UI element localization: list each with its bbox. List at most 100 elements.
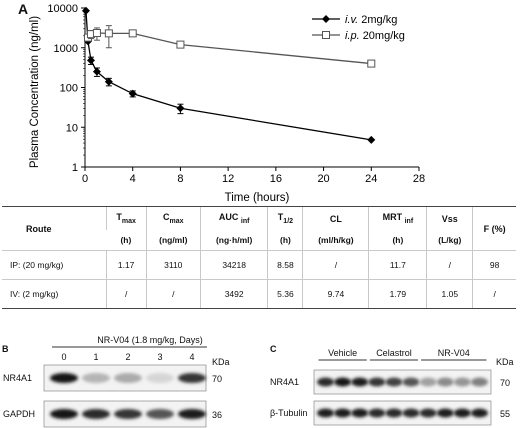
data-point <box>128 89 137 98</box>
blot-band <box>385 408 403 418</box>
blot-band <box>385 377 403 387</box>
cell-vss: 1.05 <box>426 279 473 309</box>
series-iv <box>81 6 376 144</box>
blot-band <box>453 408 471 418</box>
cell-cmax: / <box>145 279 201 309</box>
unit-auc: (ng·h/ml) <box>199 230 268 251</box>
header-vss: Vss <box>426 206 473 230</box>
y-tick-label: 100 <box>60 83 78 95</box>
y-tick-label: 1 <box>72 162 78 174</box>
blot-band <box>351 408 369 418</box>
data-point <box>176 104 185 113</box>
cell-tmax: / <box>105 279 147 309</box>
header-route: Route <box>2 206 107 251</box>
cell-auc: 3492 <box>199 279 268 309</box>
lane-label: 1 <box>93 352 98 362</box>
lane-label: 0 <box>61 352 66 362</box>
chart-axes: 1 10 100 1000 10000 0 4 8 12 16 20 24 28 <box>47 3 425 185</box>
blot-band <box>368 408 386 418</box>
data-point <box>81 6 90 15</box>
unit-thalf: (h) <box>267 230 303 251</box>
blot-row-label: NR4A1 <box>3 373 32 383</box>
x-axis-label: Time (hours) <box>225 192 290 204</box>
x-tick-label: 0 <box>82 173 88 185</box>
data-point <box>367 135 376 144</box>
cell-auc: 34218 <box>199 250 268 280</box>
blot-band <box>334 377 352 387</box>
blot-band <box>368 377 386 387</box>
data-point <box>86 56 95 65</box>
cell-mrt: 11.7 <box>368 250 427 280</box>
pk-parameters-table: Route Tmax Cmax AUC inf T1/2 CL MRT inf … <box>2 206 516 309</box>
chart-marks <box>81 6 376 144</box>
blot-band <box>50 373 78 383</box>
header-cl: CL <box>302 206 369 230</box>
blot-c: Vehicle Celastrol NR-V04 KDa NR4A1 70 β-Tubu… <box>270 348 514 426</box>
x-tick-label: 28 <box>413 173 425 185</box>
unit-tmax: (h) <box>120 235 132 245</box>
blot-kda-value: 70 <box>500 378 510 388</box>
blot-band <box>178 373 206 383</box>
panel-label-a: A <box>18 1 29 17</box>
x-tick-label: 20 <box>317 173 329 185</box>
blot-b-kda-label: KDa <box>212 357 230 367</box>
blot-band <box>114 373 142 383</box>
unit-vss: (L/kg) <box>426 230 473 251</box>
chart-legend: i.v. 2mg/kg i.p. 20mg/kg <box>312 14 405 42</box>
blot-band <box>470 408 488 418</box>
blot-band <box>82 409 110 419</box>
cell-route: IP: (20 mg/kg) <box>2 250 107 280</box>
data-point <box>128 29 137 38</box>
blot-band <box>146 409 174 419</box>
cell-cmax: 3110 <box>145 250 201 280</box>
svg-text:i.p.20mg/kg: i.p. 20mg/kg <box>345 30 405 42</box>
x-tick-label: 4 <box>130 173 136 185</box>
blot-row-label: GAPDH <box>3 409 35 419</box>
blot-band <box>114 409 142 419</box>
western-blots: B C NR-V04 (1.8 mg/kg, Days) 0 1 2 3 4 KDa N… <box>2 335 514 428</box>
y-axis-label: Plasma Concentration (ng/ml) <box>29 16 41 168</box>
blot-band <box>419 377 437 387</box>
blot-row-label: NR4A1 <box>270 377 299 387</box>
y-tick-label: 10000 <box>47 3 78 15</box>
group-label: Celastrol <box>376 348 412 358</box>
cell-cl: / <box>302 250 369 280</box>
header-f: F (%) <box>472 206 516 251</box>
blot-band <box>351 377 369 387</box>
x-tick-label: 12 <box>222 173 234 185</box>
panel-label-c: C <box>270 344 277 354</box>
blot-b: NR-V04 (1.8 mg/kg, Days) 0 1 2 3 4 KDa NR4A1… <box>3 335 230 428</box>
table-row: IV: (2 mg/kg) / / 3492 5.36 9.74 1.79 1.… <box>2 279 516 309</box>
blot-kda-value: 36 <box>212 410 222 420</box>
lane-label: 4 <box>189 352 194 362</box>
header-tmax: Tmax <box>105 206 147 230</box>
legend-iv-marker <box>322 15 330 23</box>
blot-kda-value: 55 <box>500 409 510 419</box>
cell-cl: 9.74 <box>302 279 369 309</box>
legend-ip-marker <box>322 31 330 39</box>
header-cmax: Cmax <box>145 206 201 230</box>
blot-band <box>419 408 437 418</box>
cell-route: IV: (2 mg/kg) <box>2 279 107 309</box>
header-thalf: T1/2 <box>267 206 303 230</box>
data-point <box>104 77 113 86</box>
y-tick-label: 10 <box>66 122 78 134</box>
cell-f: / <box>472 279 516 309</box>
blot-c-kda-label: KDa <box>496 357 514 367</box>
blot-band <box>82 373 110 383</box>
blot-band <box>470 377 488 387</box>
blot-band <box>317 377 335 387</box>
legend-ip-route: i.p. <box>345 30 360 42</box>
lane-label: 3 <box>157 352 162 362</box>
x-tick-label: 16 <box>270 173 282 185</box>
plasma-concentration-chart: 1 10 100 1000 10000 0 4 8 12 16 20 24 28 Plasma Conc… <box>29 3 425 204</box>
blot-b-treatment: NR-V04 (1.8 mg/kg, Days) <box>97 335 203 345</box>
table-row: IP: (20 mg/kg) 1.17 3110 34218 8.58 / 11… <box>2 250 516 280</box>
blot-band <box>402 377 420 387</box>
data-point <box>367 59 376 68</box>
blot-kda-value: 70 <box>212 374 222 384</box>
lane-label: 2 <box>125 352 130 362</box>
data-point <box>104 29 113 38</box>
blot-band <box>436 377 454 387</box>
panel-label-b: B <box>2 344 9 354</box>
